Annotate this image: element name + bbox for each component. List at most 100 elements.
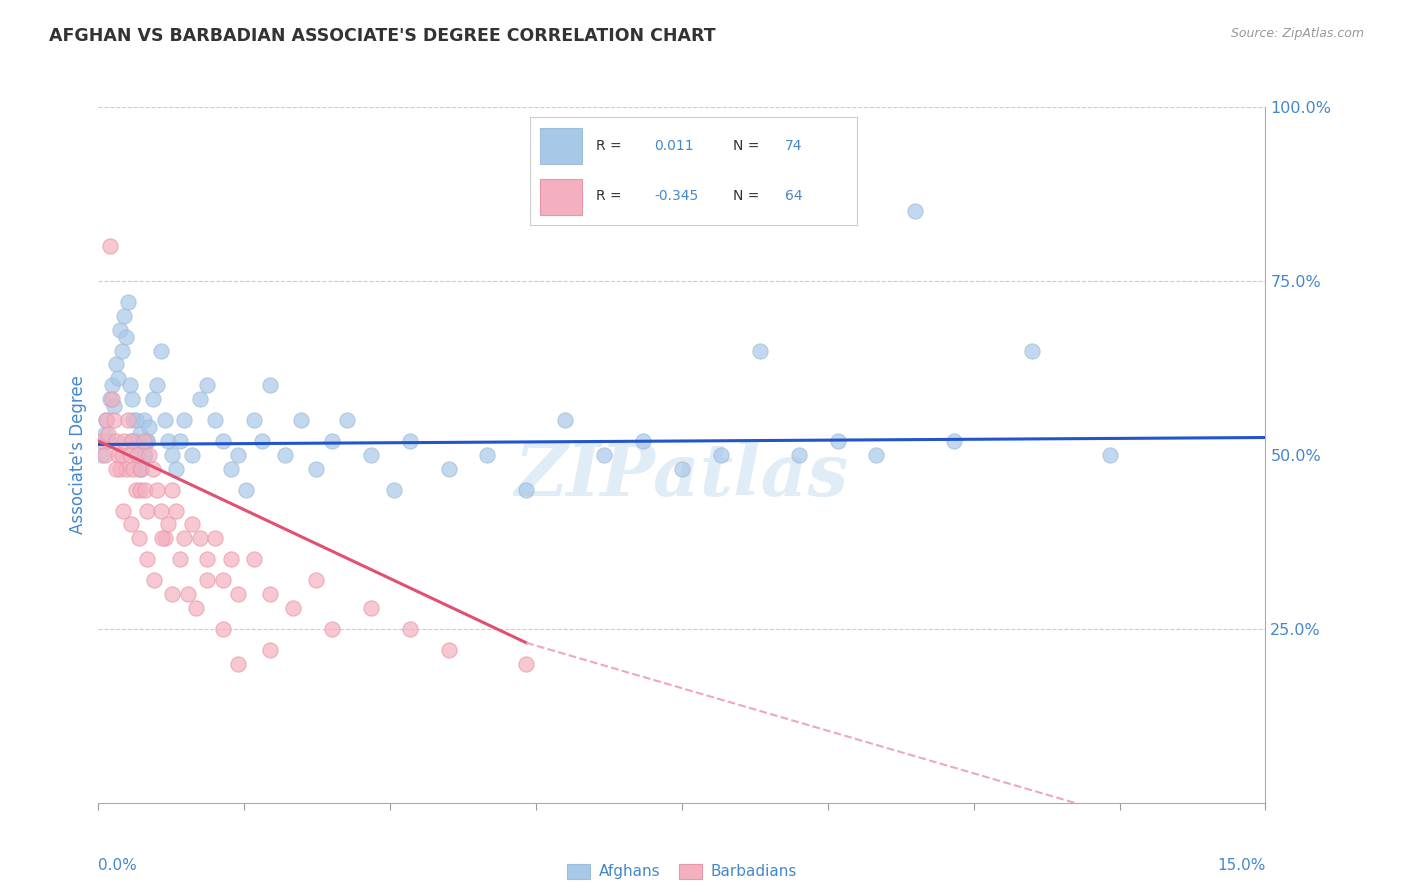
Point [128,462,150,476]
Point [865,448,887,462]
Point [228,657,250,671]
Point [120,434,142,448]
Point [259,642,281,657]
Point [631,434,654,448]
Point [91,448,114,462]
Point [121,434,143,448]
Point [142,462,165,476]
Point [360,448,382,462]
Point [188,392,211,407]
Point [117,294,139,309]
Point [97,427,120,442]
Point [162,448,184,462]
Point [305,573,328,587]
Point [943,434,966,448]
Point [360,601,382,615]
Point [149,503,172,517]
Point [143,573,166,587]
Point [212,622,235,636]
Point [554,413,576,427]
Point [305,462,328,476]
Point [138,420,160,434]
Point [112,503,135,517]
Point [101,378,124,392]
Point [132,413,155,427]
Point [111,343,134,358]
Point [165,503,187,517]
Point [125,413,148,427]
Text: AFGHAN VS BARBADIAN ASSOCIATE'S DEGREE CORRELATION CHART: AFGHAN VS BARBADIAN ASSOCIATE'S DEGREE C… [49,27,716,45]
Point [135,552,157,566]
Point [195,552,218,566]
Point [132,434,155,448]
Point [150,532,173,546]
Text: Source: ZipAtlas.com: Source: ZipAtlas.com [1230,27,1364,40]
Point [235,483,257,497]
Point [671,462,693,476]
Text: 15.0%: 15.0% [1218,858,1265,873]
Point [904,204,927,219]
Point [136,434,159,448]
Point [136,503,159,517]
Point [212,434,235,448]
Point [98,392,121,407]
Point [204,532,226,546]
Point [134,483,156,497]
Point [281,601,304,615]
Y-axis label: Associate's Degree: Associate's Degree [69,376,87,534]
Point [1098,448,1121,462]
Point [157,434,180,448]
Point [153,413,176,427]
Point [228,587,250,601]
Point [105,434,128,448]
Point [177,587,200,601]
Point [122,462,145,476]
Point [117,413,139,427]
Point [121,392,143,407]
Point [128,483,150,497]
Point [180,517,202,532]
Legend: Afghans, Barbadians: Afghans, Barbadians [561,857,803,886]
Point [104,462,127,476]
Point [787,448,810,462]
Point [111,448,134,462]
Point [108,323,131,337]
Point [114,329,136,343]
Point [259,587,281,601]
Point [219,552,242,566]
Point [243,413,266,427]
Point [195,573,218,587]
Point [157,517,180,532]
Point [118,378,141,392]
Point [437,462,460,476]
Point [259,378,281,392]
Point [129,462,152,476]
Point [104,358,127,372]
Point [112,434,135,448]
Point [146,378,169,392]
Point [162,483,184,497]
Point [173,532,195,546]
Point [1021,343,1043,358]
Point [135,434,157,448]
Point [146,483,169,497]
Point [195,378,218,392]
Point [118,448,141,462]
Point [125,434,148,448]
Point [149,343,172,358]
Point [103,399,125,413]
Point [250,434,273,448]
Point [515,657,537,671]
Point [128,427,150,442]
Point [212,573,235,587]
Point [184,601,207,615]
Point [228,448,250,462]
Point [188,532,211,546]
Point [120,517,142,532]
Point [165,462,187,476]
Point [101,392,124,407]
Point [204,413,226,427]
Point [127,448,149,462]
Point [290,413,312,427]
Point [710,448,733,462]
